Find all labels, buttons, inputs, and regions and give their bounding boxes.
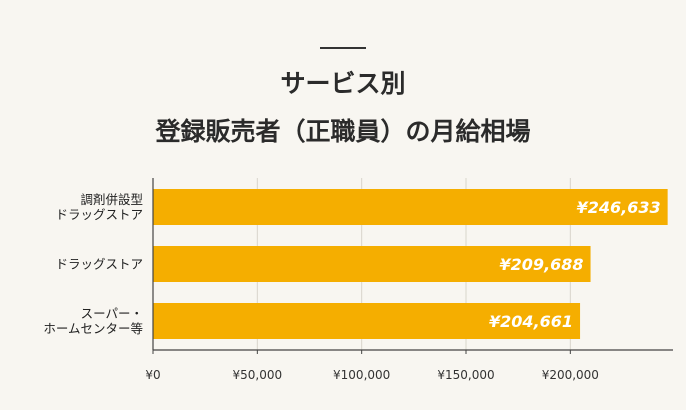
x-tick-label-3: ¥150,000: [437, 368, 494, 382]
value-label-0: ¥246,633: [577, 198, 661, 217]
x-tick-label-4: ¥200,000: [542, 368, 599, 382]
x-tick-label-2: ¥100,000: [333, 368, 390, 382]
category-label-2-0: スーパー・: [81, 306, 143, 321]
bar-1: [153, 246, 591, 282]
category-label-2-1: ホームセンター等: [43, 321, 143, 336]
category-label-0-1: ドラッグストア: [55, 207, 143, 222]
bar-0: [153, 189, 668, 225]
value-label-1: ¥209,688: [500, 255, 584, 274]
chart-title-line-2: 登録販売者（正職員）の月給相場: [155, 117, 531, 146]
bar-2: [153, 303, 581, 339]
category-label-1-0: ドラッグストア: [55, 257, 143, 272]
x-tick-label-0: ¥0: [145, 368, 160, 382]
title-rule: [320, 47, 366, 49]
value-label-2: ¥204,661: [489, 312, 573, 331]
category-label-0-0: 調剤併設型: [80, 192, 143, 207]
chart-title-line-1: サービス別: [280, 69, 406, 98]
x-tick-label-1: ¥50,000: [233, 368, 283, 382]
